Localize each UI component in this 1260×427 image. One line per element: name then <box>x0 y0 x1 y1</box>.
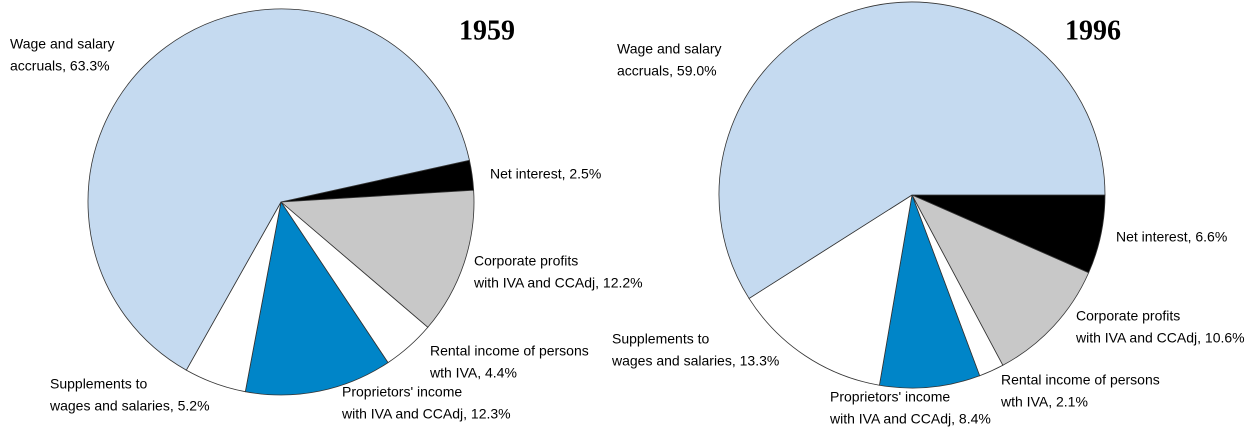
pie-slice <box>279 189 475 328</box>
pie-slice <box>87 8 470 371</box>
slice-label: with IVA and CCAdj, 8.4% <box>829 411 991 427</box>
chart-title: 1959 <box>459 15 515 46</box>
slice-label: Corporate profits <box>474 253 578 269</box>
slice-label: Rental income of persons <box>430 343 589 359</box>
slice-label: with IVA and CCAdj, 12.2% <box>473 275 643 291</box>
slice-label: Proprietors' income <box>342 384 462 400</box>
pie-slice <box>748 194 913 386</box>
slice-label: with IVA and CCAdj, 12.3% <box>341 406 511 422</box>
slice-label: Wage and salary <box>617 41 722 57</box>
slice-label: Rental income of persons <box>1001 372 1160 388</box>
slice-label: Supplements to <box>612 331 709 347</box>
pie-slice <box>911 194 1090 366</box>
chart-title: 1996 <box>1065 15 1121 46</box>
slice-label: Corporate profits <box>1076 308 1180 324</box>
slice-label: Net interest, 2.5% <box>490 166 601 182</box>
slice-label: Wage and salary <box>10 36 115 52</box>
slice-label: wth IVA, 2.1% <box>1000 394 1088 410</box>
slice-label: accruals, 63.3% <box>10 58 110 74</box>
pie-slice <box>244 200 389 396</box>
slice-label: with IVA and CCAdj, 10.6% <box>1075 330 1245 346</box>
slice-label: accruals, 59.0% <box>617 63 717 79</box>
slice-label: wages and salaries, 13.3% <box>611 353 779 369</box>
slice-label: Net interest, 6.6% <box>1116 229 1227 245</box>
slice-label: Supplements to <box>50 376 147 392</box>
slice-label: wages and salaries, 5.2% <box>49 398 210 414</box>
pie-slice <box>718 1 1106 299</box>
slice-label: Proprietors' income <box>830 389 950 405</box>
pie-slice <box>878 193 981 389</box>
slice-label: wth IVA, 4.4% <box>429 365 517 381</box>
